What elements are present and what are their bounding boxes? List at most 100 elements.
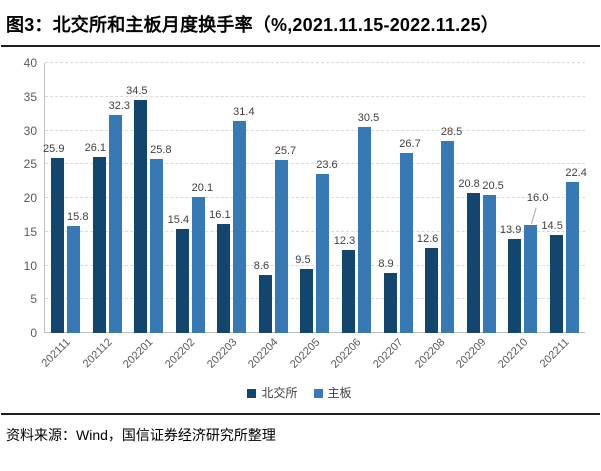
data-label-主板-202210: 16.0 (526, 192, 549, 204)
data-label-主板-202112: 32.3 (108, 99, 131, 112)
x-tick-label-202211: 202211 (538, 336, 572, 371)
bar-group-202111: 25.9 15.8 (43, 63, 88, 333)
legend-item-mainboard: 主板 (313, 386, 352, 400)
x-tick-label-202202: 202202 (162, 336, 198, 371)
data-label-主板-202209: 20.5 (482, 179, 504, 192)
data-label-北交所-202209: 20.8 (458, 177, 480, 190)
x-tick-cell-202207: 202207 (371, 333, 419, 385)
data-label-主板-202207: 26.7 (399, 137, 421, 150)
bar-group-202205: 9.5 23.6 (294, 63, 338, 333)
gridline-5 (45, 298, 585, 300)
x-tick-cell-202210: 202210 (496, 333, 544, 385)
legend-swatch-mainboard-icon (313, 388, 323, 398)
bar-北交所-202208: 12.6 (417, 233, 438, 333)
legend-label-bse: 北交所 (261, 386, 298, 400)
bar-group-202201: 34.5 25.8 (126, 63, 172, 333)
x-tick-label-202206: 202206 (329, 336, 364, 371)
header: 图3：北交所和主板月度换手率（%,2021.11.15-2022.11.25） (1, 0, 600, 47)
bar-主板-202202: 20.1 (192, 183, 213, 333)
bar-主板-202208: 28.5 (441, 126, 462, 333)
y-tick-label-0: 0 (30, 326, 37, 340)
y-tick-label-35: 35 (23, 89, 37, 104)
gridline-20 (45, 197, 585, 198)
leader-line (531, 207, 537, 225)
footer: 资料来源：Wind，国信证券经济研究所整理 (1, 413, 600, 445)
x-tick-cell-202112: 202112 (80, 333, 128, 385)
y-tick-label-40: 40 (23, 56, 37, 70)
bar-北交所-202206: 12.3 (334, 235, 355, 333)
bar-北交所-202205: 9.5 (295, 254, 314, 333)
x-tick-label-202208: 202208 (412, 336, 448, 371)
data-label-北交所-202204: 8.6 (253, 259, 270, 272)
bar-group-202208: 12.6 28.5 (417, 63, 462, 333)
plot-area: 25.9 15.8 26.1 32.3 34.5 25.8 15.4 20.1 16.1 31.4… (24, 57, 587, 339)
bar-group-202210: 13.9 16.0 (500, 63, 548, 333)
data-label-主板-202211: 22.4 (565, 166, 587, 179)
x-tick-cell-202201: 202201 (121, 333, 169, 385)
data-label-北交所-202211: 14.5 (541, 220, 563, 233)
x-tick-cell-202111: 202111 (39, 333, 86, 385)
x-tick-cell-202208: 202208 (413, 333, 460, 385)
bar-主板-202203: 31.4 (233, 107, 255, 333)
y-tick-label-25: 25 (23, 157, 37, 172)
y-tick-label-10: 10 (23, 258, 37, 273)
bar-北交所-202203: 16.1 (209, 210, 231, 333)
x-tick-label-202210: 202210 (495, 336, 531, 371)
data-label-主板-202201: 25.8 (150, 143, 172, 156)
bar-主板-202112: 32.3 (109, 100, 130, 333)
x-tick-label-202204: 202204 (246, 336, 281, 371)
data-label-主板-202205: 23.6 (316, 158, 338, 171)
data-label-北交所-202207: 8.9 (378, 257, 394, 270)
data-label-北交所-202203: 16.1 (209, 209, 231, 222)
bar-北交所-202201: 34.5 (126, 86, 148, 333)
gridline-40 (45, 62, 585, 63)
bar-北交所-202112: 26.1 (85, 142, 106, 333)
data-label-北交所-202208: 12.6 (416, 232, 439, 245)
bar-主板-202205: 23.6 (316, 159, 338, 333)
legend-label-mainboard: 主板 (327, 386, 352, 400)
source-text: 资料来源：Wind，国信证券经济研究所整理 (6, 427, 276, 443)
bar-北交所-202210: 13.9 (500, 225, 521, 333)
x-tick-cell-202209: 202209 (454, 333, 502, 385)
data-label-主板-202111: 15.8 (67, 211, 89, 224)
y-tick-label-15: 15 (23, 224, 37, 239)
legend-item-bse: 北交所 (247, 386, 298, 400)
bar-主板-202111: 15.8 (67, 212, 88, 333)
chart-title: 图3：北交所和主板月度换手率（%,2021.11.15-2022.11.25） (6, 15, 499, 35)
gridline-30 (45, 129, 585, 131)
bar-北交所-202207: 8.9 (378, 258, 397, 333)
bar-group-202211: 14.5 22.4 (541, 63, 587, 333)
bars-row: 25.9 15.8 26.1 32.3 34.5 25.8 15.4 20.1 16.1 31.4… (43, 63, 587, 333)
bar-group-202206: 12.3 30.5 (334, 63, 380, 333)
x-tick-cell-202205: 202205 (288, 333, 336, 385)
data-label-北交所-202112: 26.1 (84, 141, 107, 154)
bar-group-202204: 8.6 25.7 (253, 63, 296, 333)
gridline-10 (45, 264, 585, 266)
data-label-主板-202206: 30.5 (357, 112, 380, 125)
x-tick-cell-202203: 202203 (205, 333, 252, 385)
bar-北交所-202111: 25.9 (43, 144, 64, 333)
data-label-主板-202208: 28.5 (440, 125, 463, 138)
x-tick-label-202207: 202207 (371, 336, 406, 371)
bar-主板-202211: 22.4 (565, 167, 587, 333)
y-tick-label-30: 30 (23, 123, 37, 138)
data-label-主板-202204: 25.7 (274, 144, 297, 157)
bar-group-202209: 20.8 20.5 (458, 63, 504, 333)
x-tick-cell-202202: 202202 (163, 333, 211, 385)
bar-主板-202201: 25.8 (150, 144, 172, 333)
data-label-北交所-202205: 9.5 (295, 253, 311, 266)
x-tick-label-202111: 202111 (39, 336, 73, 370)
bar-主板-202204: 25.7 (275, 145, 296, 333)
x-tick-label-202205: 202205 (287, 336, 323, 371)
bar-北交所-202202: 15.4 (168, 215, 189, 333)
bar-group-202112: 26.1 32.3 (85, 63, 130, 333)
x-tick-cell-202211: 202211 (538, 333, 585, 385)
data-label-北交所-202210: 13.9 (499, 224, 522, 237)
data-label-主板-202203: 31.4 (233, 106, 255, 119)
x-tick-cell-202204: 202204 (246, 333, 294, 385)
data-label-北交所-202201: 34.5 (126, 85, 148, 98)
gridline-15 (45, 230, 585, 232)
x-tick-label-202201: 202201 (121, 336, 156, 371)
bar-北交所-202204: 8.6 (254, 260, 272, 333)
